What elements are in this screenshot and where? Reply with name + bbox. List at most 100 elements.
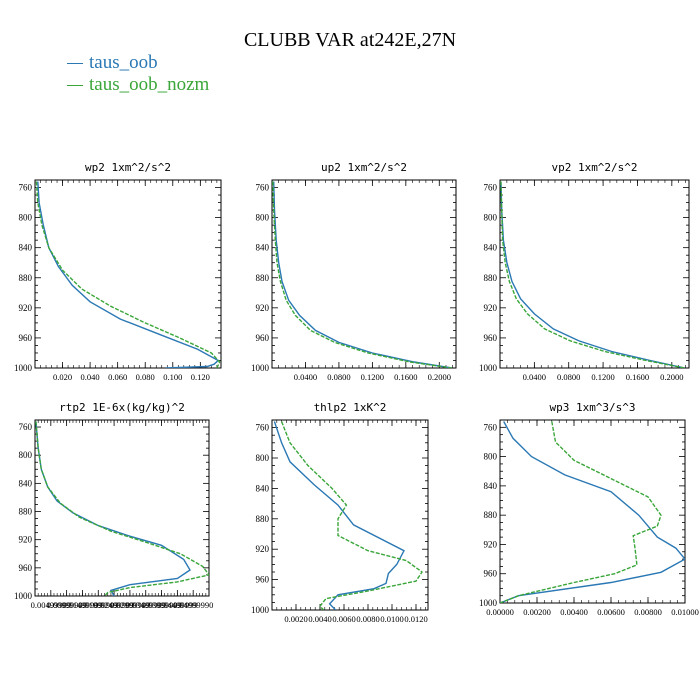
panel-frame: [34, 179, 222, 369]
x-tick-label: 0.0080: [356, 614, 379, 624]
x-tick-label: 0.0400: [294, 372, 317, 382]
y-tick-label: 840: [256, 483, 270, 493]
y-tick-label: 880: [19, 273, 33, 283]
y-tick-label: 760: [256, 183, 270, 193]
y-tick-label: 1000: [251, 363, 270, 373]
y-tick-label: 800: [256, 213, 270, 223]
x-tick-label: 0.03999999: [141, 600, 181, 610]
x-tick-label: 0.01000: [671, 607, 699, 617]
y-tick-label: 880: [19, 507, 33, 517]
y-tick-label: 760: [256, 423, 270, 433]
panel-frame: [499, 419, 686, 604]
panel-title: up2 1xm^2/s^2: [321, 161, 407, 174]
panel-frame: [271, 419, 429, 611]
y-tick-label: 840: [484, 243, 498, 253]
x-tick-label: 0.020: [53, 372, 72, 382]
x-tick-label: 0.1200: [361, 372, 384, 382]
series-line-taus-oob: [37, 181, 220, 368]
series-line-taus-oob-nozm: [280, 421, 423, 610]
series-line-taus-oob: [500, 421, 685, 603]
y-tick-label: 800: [484, 452, 498, 462]
y-tick-label: 880: [256, 273, 270, 283]
x-tick-label: 0.040: [81, 372, 100, 382]
x-tick-label: 0.00499999: [31, 600, 71, 610]
y-tick-label: 960: [484, 569, 498, 579]
y-tick-label: 960: [19, 333, 33, 343]
y-tick-label: 880: [256, 514, 270, 524]
legend-item-taus-oob-nozm: taus_oob_nozm: [67, 74, 209, 96]
y-tick-label: 880: [484, 510, 498, 520]
y-tick-label: 920: [19, 303, 33, 313]
x-tick-label: 0.120: [191, 372, 210, 382]
x-tick-label: 0.0800: [557, 372, 580, 382]
y-tick-label: 960: [256, 575, 270, 585]
x-tick-label: 0.0100: [380, 614, 403, 624]
legend-label-taus-oob-nozm: taus_oob_nozm: [89, 74, 210, 95]
y-tick-label: 1000: [14, 591, 33, 601]
series-line-taus-oob-nozm: [272, 181, 452, 368]
x-tick-label: 0.080: [136, 372, 155, 382]
panel-title: thlp2 1xK^2: [314, 401, 387, 414]
x-tick-label: 0.02499999: [94, 600, 134, 610]
series-line-taus-oob: [273, 181, 452, 368]
x-tick-label: 0.1600: [626, 372, 649, 382]
panel-title: wp3 1xm^3/s^3: [549, 401, 635, 414]
y-tick-label: 1000: [479, 598, 498, 608]
y-tick-label: 800: [484, 213, 498, 223]
x-tick-label: 0.00200: [523, 607, 551, 617]
y-tick-label: 800: [256, 453, 270, 463]
y-tick-label: 920: [19, 535, 33, 545]
y-tick-label: 1000: [479, 363, 498, 373]
x-tick-label: 0.0020: [284, 614, 307, 624]
y-tick-label: 840: [19, 478, 33, 488]
y-tick-label: 920: [484, 539, 498, 549]
y-tick-label: 920: [484, 303, 498, 313]
y-tick-label: 920: [256, 303, 270, 313]
panel-3: vp2 1xm^2/s^2 760 800 840 880 920 960 1000 0.040…: [479, 161, 690, 382]
y-tick-label: 960: [256, 333, 270, 343]
y-tick-label: 920: [256, 544, 270, 554]
panel-frame: [499, 179, 690, 369]
legend-swatch-taus-oob: [67, 62, 83, 64]
x-tick-label: 0.01999999: [78, 600, 118, 610]
panel-title: vp2 1xm^2/s^2: [551, 161, 637, 174]
x-tick-label: 0.00800: [634, 607, 662, 617]
series-line-taus-oob-nozm: [35, 421, 209, 596]
y-tick-label: 840: [19, 243, 33, 253]
x-tick-label: 0.00999999: [46, 600, 86, 610]
y-tick-label: 960: [19, 563, 33, 573]
y-tick-label: 760: [19, 422, 33, 432]
y-tick-label: 760: [19, 183, 33, 193]
y-tick-label: 840: [484, 481, 498, 491]
series-line-taus-oob-nozm: [500, 181, 685, 368]
x-tick-label: 0.1200: [591, 372, 614, 382]
x-tick-label: 0.01499999: [62, 600, 102, 610]
legend-item-taus-oob: taus_oob: [67, 52, 158, 74]
panel-frame: [34, 419, 210, 597]
series-line-taus-oob: [35, 421, 191, 596]
panel-1: wp2 1xm^2/s^2 760 800 840 880 920 960 1000 0.020…: [14, 161, 222, 382]
page-title: CLUBB VAR at242E,27N: [243, 29, 457, 51]
x-tick-label: 0.0120: [404, 614, 427, 624]
y-tick-label: 800: [19, 450, 33, 460]
series-line-taus-oob: [273, 421, 405, 610]
x-tick-label: 0.2000: [428, 372, 451, 382]
x-tick-label: 0.100: [163, 372, 182, 382]
y-tick-label: 1000: [251, 605, 270, 615]
x-tick-label: 0.03499999: [126, 600, 166, 610]
x-tick-label: 0.0400: [523, 372, 546, 382]
legend-swatch-taus-oob-nozm: [67, 84, 83, 86]
series-line-taus-oob-nozm: [35, 181, 221, 368]
x-tick-label: 0.0040: [308, 614, 331, 624]
y-tick-label: 760: [484, 422, 498, 432]
y-tick-label: 880: [484, 273, 498, 283]
y-tick-label: 840: [256, 243, 270, 253]
x-tick-label: 0.00400: [560, 607, 588, 617]
panel-6: wp3 1xm^3/s^3 760 800 840 880 920 960 10000.000…: [479, 401, 699, 617]
x-tick-label: 0.0800: [327, 372, 350, 382]
x-tick-label: 0.1600: [394, 372, 417, 382]
series-line-taus-oob: [500, 181, 685, 368]
x-tick-label: 0.00600: [597, 607, 625, 617]
